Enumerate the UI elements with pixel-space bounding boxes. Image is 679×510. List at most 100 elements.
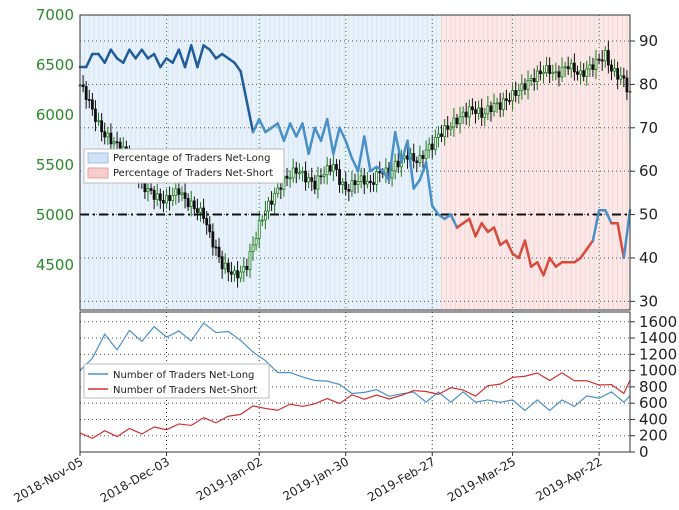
count-tick-label: 200 [639, 427, 668, 445]
candle-body [297, 172, 301, 175]
candle-body [319, 175, 323, 178]
top-panel-frame [79, 14, 631, 311]
candle-body [223, 262, 227, 270]
pct-net-long-segment [140, 48, 150, 60]
candle-body [483, 113, 487, 118]
pct-net-long-segment [424, 161, 434, 208]
percent-tick-label: 90 [639, 32, 658, 50]
candle-body [251, 244, 255, 253]
candle-body [594, 58, 598, 70]
pct-net-long-segment [406, 139, 415, 190]
count-net-short-series [79, 372, 631, 440]
candle-body [294, 167, 298, 174]
candle-body [489, 105, 493, 113]
net-short-shade [441, 15, 630, 310]
pct-net-long-segment [474, 221, 483, 238]
candle-body [563, 66, 567, 69]
candle-body [625, 77, 629, 93]
candle-body [362, 175, 366, 185]
pct-net-long-segment [313, 126, 323, 143]
pct-net-long-segment [239, 70, 249, 104]
count-tick-label: 1200 [639, 345, 677, 363]
candle-body [90, 99, 94, 110]
candle-body [600, 59, 604, 62]
candle-body [508, 100, 511, 102]
pct-net-long-segment [307, 126, 317, 156]
candle-body [174, 188, 178, 196]
candle-body [572, 62, 576, 73]
candle-body [328, 165, 332, 172]
candle-body [365, 180, 369, 185]
candle-body [291, 167, 295, 179]
candle-body [492, 103, 496, 113]
candle-body [162, 200, 165, 204]
candle-body [186, 198, 190, 208]
candle-body [199, 207, 202, 213]
candle-body [532, 78, 536, 83]
candle-body [87, 99, 91, 101]
pct-net-long-segment [97, 52, 106, 64]
pct-net-long-segment [103, 48, 113, 64]
pct-net-long-segment [282, 122, 292, 143]
candle-body [106, 132, 110, 138]
pct-net-long-segment [591, 208, 601, 242]
candle-body [242, 265, 246, 273]
candle-body [511, 90, 514, 101]
count-net-long-series [79, 322, 631, 412]
date-tick-label: 2018-Dec-03 [98, 454, 172, 505]
pct-net-long-segment [152, 52, 162, 69]
candle-body [304, 171, 307, 183]
pct-net-long-segment [183, 44, 193, 69]
pct-net-long-segment [189, 44, 199, 69]
candle-body [171, 195, 175, 201]
pct-net-long-segment [554, 261, 564, 268]
candle-body [236, 270, 239, 279]
pct-net-long-segment [400, 139, 409, 164]
price-tick-label: 5000 [36, 206, 74, 224]
candle-body [430, 143, 434, 150]
candle-body [335, 164, 338, 170]
candle-body [535, 70, 539, 83]
pct-net-long-segment [177, 48, 187, 69]
price-axis: 7000 6500 6000 5500 5000 4500 [36, 6, 74, 274]
candle-body [168, 195, 172, 201]
candle-body [443, 125, 447, 137]
candle-body [619, 75, 623, 80]
candle-body [97, 120, 100, 123]
count-tick-label: 600 [639, 394, 668, 412]
pct-net-long-segment [220, 52, 230, 60]
candle-body [396, 160, 400, 168]
legend-label-count-net-long: Number of Traders Net-Long [113, 370, 254, 381]
percent-tick-label: 70 [639, 119, 658, 137]
candle-body [344, 181, 348, 190]
candle-body [331, 164, 335, 172]
candle-body [267, 200, 270, 212]
pct-net-long-segment [363, 135, 372, 173]
date-tick-label: 2018-Nov-05 [11, 454, 85, 505]
candle-body [100, 120, 104, 133]
candle-body [109, 132, 113, 145]
pct-net-long-segment [536, 261, 545, 277]
percent-tick-label: 30 [639, 292, 658, 310]
candle-body [406, 155, 409, 160]
candle-body [325, 165, 329, 176]
candle-body [622, 75, 626, 79]
candle-body [307, 177, 311, 183]
pct-net-long-segment [227, 57, 236, 64]
candle-body [393, 160, 397, 172]
pct-net-long-segment [505, 239, 514, 255]
candle-body [446, 125, 450, 130]
pct-net-long-segment [412, 178, 422, 190]
candle-body [458, 116, 462, 125]
candle-body [301, 171, 304, 174]
pct-net-long-segment [480, 221, 490, 234]
legend-swatch-net-short [87, 167, 109, 179]
candle-body [260, 219, 264, 222]
candle-body [437, 133, 440, 138]
candle-body [155, 193, 159, 200]
candle-body [579, 70, 582, 75]
candle-body [452, 117, 456, 128]
candle-body [415, 160, 419, 164]
candle-body [610, 64, 613, 72]
